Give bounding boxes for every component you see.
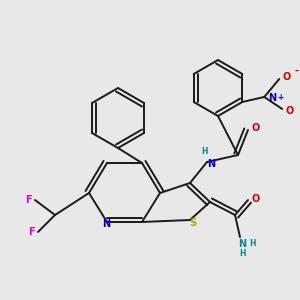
Text: N: N — [268, 93, 276, 103]
Text: -: - — [294, 66, 298, 76]
Text: F: F — [25, 195, 31, 205]
Text: N: N — [102, 219, 110, 229]
Text: N: N — [238, 239, 246, 249]
Text: O: O — [252, 194, 260, 204]
Text: H: H — [240, 248, 246, 257]
Text: S: S — [189, 218, 197, 228]
Text: O: O — [252, 123, 260, 133]
Text: O: O — [282, 72, 290, 82]
Text: O: O — [285, 106, 293, 116]
Text: F: F — [28, 227, 34, 237]
Text: H: H — [250, 239, 256, 248]
Text: +: + — [277, 94, 283, 103]
Text: H: H — [201, 148, 207, 157]
Text: N: N — [207, 159, 215, 169]
